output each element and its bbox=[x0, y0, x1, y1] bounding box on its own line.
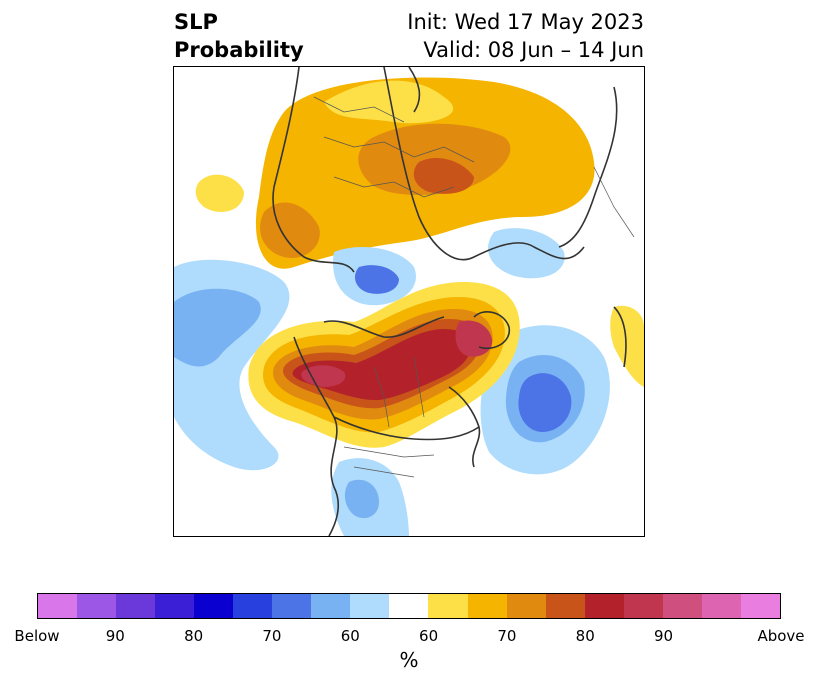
colorbar-swatch bbox=[701, 594, 741, 618]
valid-range: Valid: 08 Jun – 14 Jun bbox=[423, 38, 644, 62]
colorbar-swatch bbox=[623, 594, 663, 618]
colorbar-swatch bbox=[233, 594, 273, 618]
colorbar-tick-label: 70 bbox=[262, 627, 282, 645]
colorbar-swatch bbox=[662, 594, 702, 618]
colorbar-swatch bbox=[116, 594, 156, 618]
colorbar-unit: % bbox=[399, 648, 419, 672]
colorbar-tick-label: 80 bbox=[575, 627, 595, 645]
eurasia-above-region bbox=[195, 77, 644, 387]
colorbar-swatch bbox=[350, 594, 390, 618]
probability-map-svg bbox=[174, 67, 644, 536]
probability-colorbar bbox=[37, 593, 781, 619]
colorbar-tick-label: 90 bbox=[105, 627, 125, 645]
colorbar-swatch bbox=[545, 594, 585, 618]
colorbar-swatch bbox=[584, 594, 624, 618]
colorbar-tick-label: 60 bbox=[419, 627, 439, 645]
colorbar-swatch bbox=[428, 594, 468, 618]
colorbar-swatch bbox=[389, 594, 429, 618]
init-date: Init: Wed 17 May 2023 bbox=[407, 10, 644, 34]
colorbar-tick-label: Above bbox=[757, 627, 805, 645]
colorbar-swatch bbox=[272, 594, 312, 618]
colorbar-swatch bbox=[467, 594, 507, 618]
colorbar-tick-label: 60 bbox=[340, 627, 360, 645]
colorbar-tick-label: 80 bbox=[184, 627, 204, 645]
colorbar-swatch bbox=[311, 594, 351, 618]
colorbar-swatch bbox=[38, 594, 78, 618]
chart-title: SLP Probability bbox=[174, 8, 304, 64]
coastlines bbox=[272, 67, 627, 536]
colorbar-tick-label: 70 bbox=[497, 627, 517, 645]
title-metric: Probability bbox=[174, 38, 304, 62]
colorbar-swatch bbox=[194, 594, 234, 618]
forecast-dates: Init: Wed 17 May 2023 Valid: 08 Jun – 14… bbox=[407, 8, 644, 64]
colorbar-swatch bbox=[740, 594, 780, 618]
borders bbox=[313, 96, 635, 478]
colorbar-swatch bbox=[155, 594, 195, 618]
colorbar-swatch bbox=[506, 594, 546, 618]
colorbar-tick-label: Below bbox=[14, 627, 60, 645]
title-variable: SLP bbox=[174, 10, 218, 34]
colorbar-tick-label: 90 bbox=[653, 627, 674, 645]
polar-map bbox=[173, 66, 645, 537]
below-regions bbox=[174, 228, 610, 536]
colorbar-swatch bbox=[77, 594, 117, 618]
